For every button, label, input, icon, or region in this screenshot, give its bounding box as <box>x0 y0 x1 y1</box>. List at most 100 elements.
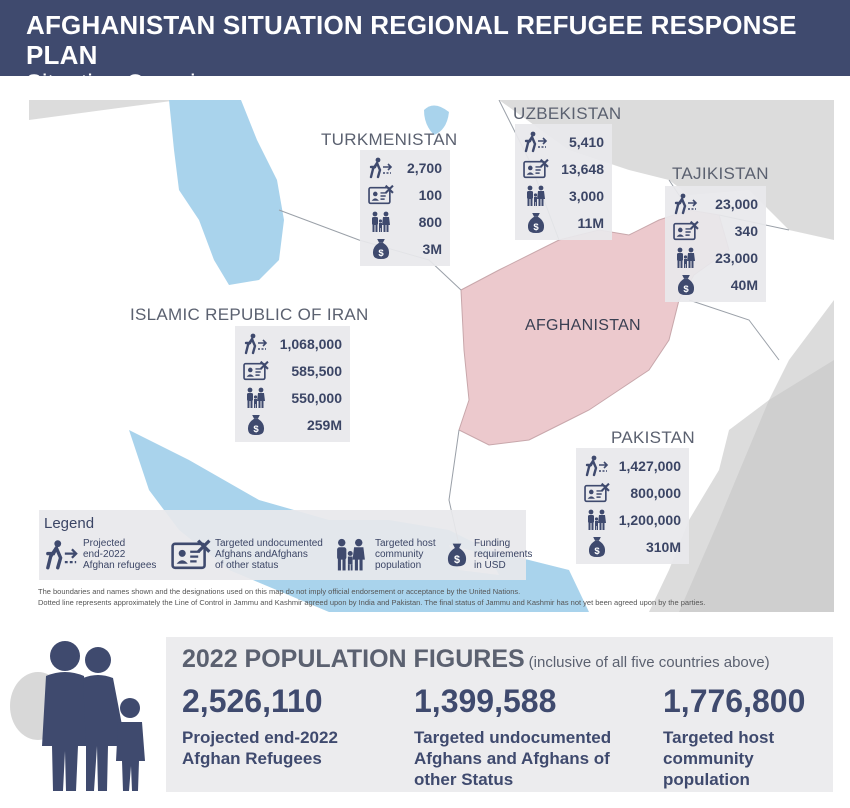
figure-refugees: 2,526,110 Projected end-2022 Afghan Refu… <box>182 683 338 769</box>
undocumented-id-icon <box>171 538 211 570</box>
stat-funding: 3M <box>422 240 442 257</box>
stat-host: 800 <box>418 213 442 230</box>
stat-funding: 259M <box>306 416 342 433</box>
legend-label-line: requirements <box>474 549 533 560</box>
map-disclaimer: The boundaries and names shown and the d… <box>38 586 828 608</box>
legend-label-line: population <box>375 560 422 571</box>
legend-label-line: of other status <box>215 560 279 571</box>
stats-uzbekistan: 5,410 13,648 3,000 11M <box>515 124 612 240</box>
stat-undocumented: 340 <box>734 222 758 239</box>
undocumented-id-icon <box>368 184 394 204</box>
undocumented-id-icon <box>584 482 610 502</box>
figure-label-line: Targeted undocumented <box>414 728 612 747</box>
adult-head <box>50 641 80 671</box>
adult2-head <box>85 647 111 673</box>
map-legend: Legend Projected end-2022 Afghan refugee… <box>39 510 532 580</box>
host-community-icon <box>247 387 265 408</box>
label-iran: ISLAMIC REPUBLIC OF IRAN <box>130 305 369 324</box>
stat-refugees: 1,068,000 <box>279 335 342 352</box>
money-bag-icon <box>372 238 390 259</box>
adult2-body <box>83 675 126 791</box>
legend-label-line: Afghans andAfghans <box>215 549 308 560</box>
stat-refugees: 23,000 <box>715 195 758 212</box>
legend-title: Legend <box>44 515 95 532</box>
host-community-icon <box>337 538 365 571</box>
stat-refugees: 5,410 <box>568 133 604 150</box>
figure-label-line: Afghan Refugees <box>182 749 322 768</box>
caspian-sea <box>169 100 284 285</box>
host-community-icon <box>372 211 390 232</box>
population-heading-note: (inclusive of all five countries above) <box>528 654 770 671</box>
legend-item-refugees: Projected end-2022 Afghan refugees <box>45 538 156 572</box>
figure-label-line: population <box>663 770 750 789</box>
money-bag-icon <box>447 543 467 567</box>
adult-body <box>42 672 88 791</box>
money-bag-icon <box>527 212 545 233</box>
refugee-icon <box>524 130 548 152</box>
legend-label-line: Targeted undocumented <box>215 538 323 549</box>
aral-sea <box>424 105 449 135</box>
legend-label-line: end-2022 <box>83 549 126 560</box>
money-bag-icon <box>677 274 695 295</box>
host-community-icon <box>588 509 606 530</box>
child-body <box>116 722 145 791</box>
header-banner: AFGHANISTAN SITUATION REGIONAL REFUGEE R… <box>0 0 850 97</box>
stat-refugees: 1,427,000 <box>618 457 681 474</box>
legend-label-line: Afghan refugees <box>83 560 157 571</box>
figure-label-line: other Status <box>414 770 514 789</box>
figure-value: 1,399,588 <box>414 683 557 719</box>
figure-label-line: Targeted host <box>663 728 775 747</box>
legend-label-line: Targeted host <box>375 538 436 549</box>
page-subtitle: Situation Overview <box>26 70 227 97</box>
child-head <box>120 698 140 718</box>
stats-pakistan: 1,427,000 800,000 1,200,000 310M <box>576 448 689 564</box>
stat-undocumented: 585,500 <box>291 362 342 379</box>
afghanistan-region <box>458 209 730 446</box>
stats-turkmenistan: 2,700 100 800 3M <box>360 150 450 266</box>
population-heading-title: 2022 POPULATION FIGURES <box>182 645 525 673</box>
stat-funding: 11M <box>577 214 604 231</box>
population-heading: 2022 POPULATION FIGURES (inclusive of all… <box>182 645 770 674</box>
stat-host: 23,000 <box>715 249 758 266</box>
figure-value: 1,776,800 <box>663 683 806 719</box>
money-bag-icon <box>588 536 606 557</box>
disclaimer-line: The boundaries and names shown and the d… <box>38 587 521 596</box>
figure-label-line: Projected end-2022 <box>182 728 338 747</box>
legend-item-host: Targeted host community population <box>331 538 436 572</box>
undocumented-id-icon <box>523 158 549 178</box>
legend-label-line: Funding <box>474 538 511 549</box>
undocumented-id-icon <box>673 220 699 240</box>
money-bag-icon <box>247 414 265 435</box>
label-uzbekistan: UZBEKISTAN <box>513 104 622 123</box>
stat-host: 1,200,000 <box>618 511 681 528</box>
legend-item-funding: Funding requirements in USD <box>444 538 532 572</box>
refugee-icon <box>46 538 78 570</box>
refugee-icon <box>244 332 268 354</box>
figure-label-line: Afghans and Afghans of <box>414 749 610 768</box>
population-figures-panel: 2022 POPULATION FIGURES (inclusive of all… <box>166 637 833 792</box>
refugee-icon <box>585 454 609 476</box>
stat-host: 550,000 <box>291 389 342 406</box>
stat-host: 3,000 <box>568 187 604 204</box>
host-community-icon <box>677 247 695 268</box>
stats-iran: 1,068,000 585,500 550,000 259M <box>235 326 350 442</box>
figure-label-line: community <box>663 749 754 768</box>
stat-undocumented: 13,648 <box>561 160 604 177</box>
host-community-icon <box>527 185 545 206</box>
label-pakistan: PAKISTAN <box>611 428 695 447</box>
stat-funding: 40M <box>730 276 758 293</box>
disclaimer-line: Dotted line represents approximately the… <box>38 598 706 607</box>
figure-undocumented: 1,399,588 Targeted undocumented Afghans … <box>414 683 611 790</box>
stat-refugees: 2,700 <box>406 159 442 176</box>
page-title: AFGHANISTAN SITUATION REGIONAL REFUGEE R… <box>26 10 797 70</box>
refugee-icon <box>369 156 393 178</box>
family-illustration <box>10 641 145 791</box>
legend-label-line: in USD <box>474 560 506 571</box>
stat-undocumented: 100 <box>418 186 442 203</box>
refugee-icon <box>674 192 698 214</box>
legend-label-line: community <box>375 549 424 560</box>
label-turkmenistan: TURKMENISTAN <box>321 130 458 149</box>
figure-value: 2,526,110 <box>182 683 323 719</box>
figure-host: 1,776,800 Targeted host community popula… <box>663 683 805 790</box>
stats-tajikistan: 23,000 340 23,000 40M <box>665 186 766 302</box>
